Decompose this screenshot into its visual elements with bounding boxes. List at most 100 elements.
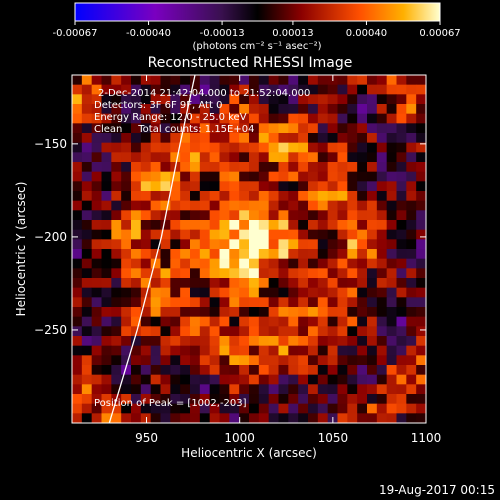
heatmap-cell xyxy=(386,316,397,327)
heatmap-cell xyxy=(131,142,142,153)
heatmap-cell xyxy=(308,384,319,395)
heatmap-cell xyxy=(357,181,368,192)
heatmap-cell xyxy=(140,345,152,356)
heatmap-cell xyxy=(199,374,211,385)
heatmap-cell xyxy=(150,365,161,376)
heatmap-cell xyxy=(140,258,152,269)
heatmap-cell xyxy=(209,152,220,163)
heatmap-cell xyxy=(249,287,260,298)
heatmap-cell xyxy=(190,171,201,182)
heatmap-cell xyxy=(327,403,338,414)
heatmap-cell xyxy=(219,113,230,124)
heatmap-cell xyxy=(72,287,83,298)
heatmap-cell xyxy=(249,181,260,192)
heatmap-cell xyxy=(131,210,142,221)
heatmap-cell xyxy=(278,123,289,134)
heatmap-cell xyxy=(150,210,161,221)
heatmap-cell xyxy=(111,181,122,192)
heatmap-cell xyxy=(268,403,279,414)
heatmap-cell xyxy=(357,94,368,105)
heatmap-cell xyxy=(91,287,102,298)
heatmap-cell xyxy=(288,403,299,414)
heatmap-cell xyxy=(317,75,329,86)
heatmap-cell xyxy=(317,384,329,395)
heatmap-cell xyxy=(249,326,260,337)
heatmap-cell xyxy=(416,191,426,202)
heatmap-cell xyxy=(406,326,417,337)
heatmap-cell xyxy=(406,374,417,385)
heatmap-cell xyxy=(327,307,338,318)
heatmap-cell xyxy=(199,249,211,260)
heatmap-cell xyxy=(199,384,211,395)
heatmap-cell xyxy=(258,94,270,105)
heatmap-cell xyxy=(278,104,289,115)
heatmap-cell xyxy=(111,345,122,356)
heatmap-cell xyxy=(140,287,152,298)
heatmap-cell xyxy=(396,249,407,260)
heatmap-cell xyxy=(209,239,220,250)
heatmap-cell xyxy=(190,229,201,240)
heatmap-cell xyxy=(396,374,407,385)
heatmap-cell xyxy=(239,142,250,153)
heatmap-cell xyxy=(101,123,112,134)
heatmap-cell xyxy=(278,316,289,327)
heatmap-cell xyxy=(199,403,211,414)
heatmap-cell xyxy=(219,200,230,211)
heatmap-cell xyxy=(72,384,83,395)
heatmap-cell xyxy=(111,336,122,347)
heatmap-cell xyxy=(288,152,299,163)
heatmap-cell xyxy=(101,413,112,423)
heatmap-cell xyxy=(347,113,358,124)
heatmap-cell xyxy=(101,104,112,115)
heatmap-cell xyxy=(150,307,161,318)
solar-limb-curve xyxy=(108,75,196,423)
heatmap-cell xyxy=(131,355,142,366)
heatmap-cell xyxy=(317,355,329,366)
heatmap-cell xyxy=(229,123,240,134)
heatmap-cell xyxy=(199,220,211,231)
heatmap-cell xyxy=(337,171,348,182)
heatmap-cell xyxy=(91,200,102,211)
heatmap-cell xyxy=(317,142,329,153)
heatmap-cell xyxy=(91,355,102,366)
heatmap-cell xyxy=(150,162,161,173)
heatmap-cell xyxy=(229,316,240,327)
heatmap-cell xyxy=(219,413,230,423)
heatmap-cell xyxy=(416,113,426,124)
heatmap-cell xyxy=(308,249,319,260)
heatmap-cell xyxy=(150,75,161,86)
heatmap-cell xyxy=(298,200,309,211)
heatmap-cell xyxy=(180,374,191,385)
heatmap-cell xyxy=(406,229,417,240)
heatmap-cell xyxy=(337,75,348,86)
heatmap-cell xyxy=(298,113,309,124)
x-tick-label: 950 xyxy=(135,431,158,445)
heatmap-cell xyxy=(111,384,122,395)
heatmap-cell xyxy=(239,287,250,298)
heatmap-cell xyxy=(268,239,279,250)
heatmap-cell xyxy=(298,75,309,86)
heatmap-cell xyxy=(347,210,358,221)
heatmap-cell xyxy=(386,142,397,153)
heatmap-cell xyxy=(249,123,260,134)
heatmap-cell xyxy=(111,326,122,337)
heatmap-cell xyxy=(298,326,309,337)
heatmap-cell xyxy=(101,162,112,173)
heatmap-cell xyxy=(367,365,378,376)
heatmap-cell xyxy=(170,326,181,337)
peak-position-label: Position of Peak = [1002,-203] xyxy=(94,398,247,409)
heatmap-cell xyxy=(91,84,102,95)
heatmap-cell xyxy=(396,394,407,405)
heatmap-cell xyxy=(170,336,181,347)
heatmap-cell xyxy=(416,403,426,414)
heatmap-cell xyxy=(101,200,112,211)
heatmap-cell xyxy=(72,365,83,376)
heatmap-cell xyxy=(81,365,93,376)
heatmap-cell xyxy=(317,229,329,240)
heatmap-cell xyxy=(317,123,329,134)
heatmap-cell xyxy=(131,229,142,240)
heatmap-cell xyxy=(150,191,161,202)
heatmap-cell xyxy=(406,220,417,231)
heatmap-cell xyxy=(258,171,270,182)
heatmap-cell xyxy=(347,297,358,308)
